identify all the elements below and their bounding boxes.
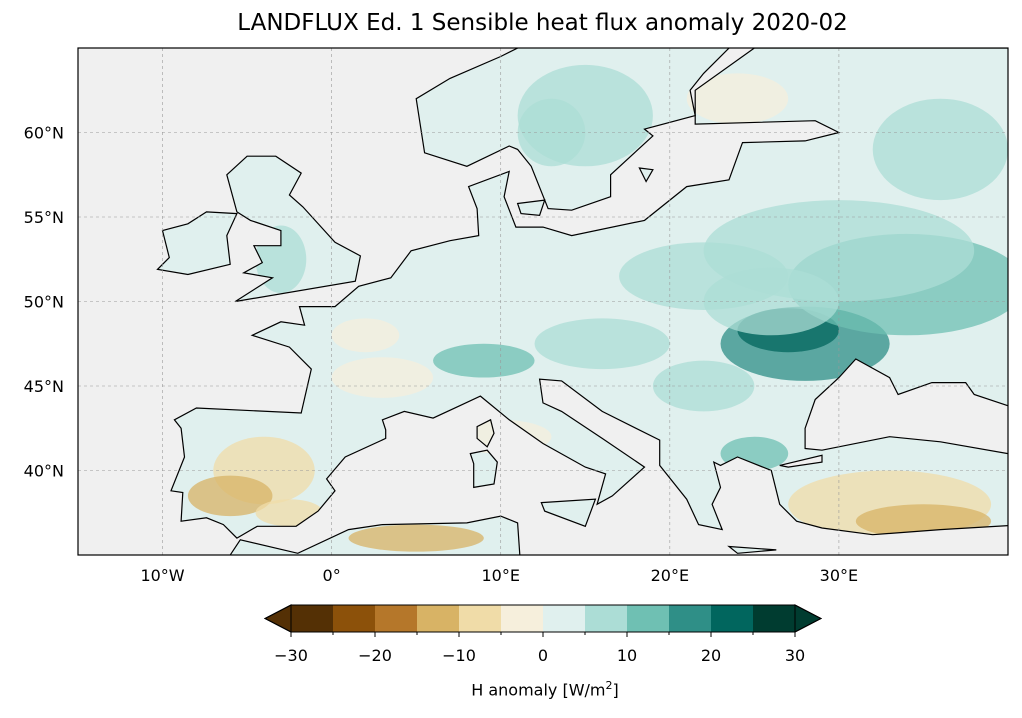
map-layer [78,48,1008,555]
colorbar-tick-label: 10 [617,646,637,665]
colorbar-segment [669,605,712,632]
colorbar-tick-label: 0 [538,646,548,665]
colorbar-label: H anomaly [W/m2] [260,679,830,699]
coastline-scandinavia [415,48,730,211]
colorbar-segment [333,605,376,632]
colorbar-tick-label: −20 [358,646,392,665]
coastline-zealand [516,199,546,216]
anomaly-patch [331,357,434,398]
colorbar-tick-label: −30 [274,646,308,665]
colorbar-tick-label: −10 [442,646,476,665]
colorbar-segment [459,605,502,632]
coastline-mainland [170,48,1008,539]
anomaly-patch [331,318,400,353]
chart-title: LANDFLUX Ed. 1 Sensible heat flux anomal… [237,10,848,36]
lat-tick-label: 60°N [24,124,64,143]
lon-tick-label: 10°W [140,566,184,585]
colorbar-segment [711,605,754,632]
anomaly-patch [348,524,484,552]
coastline-aegean-marmara [779,454,823,468]
coastline-sardinia [469,449,498,489]
coastline-sicily [540,498,597,528]
land-gotland [639,168,653,182]
colorbar-tick-label: 30 [785,646,805,665]
anomaly-patch [703,267,839,336]
colorbar-segment [501,605,544,632]
coastline-crete [727,545,777,554]
colorbar-segment [627,605,670,632]
anomaly-patch [872,98,1008,201]
colorbar-segment [417,605,460,632]
lat-tick-label: 45°N [24,377,64,396]
anomaly-patch [686,73,789,125]
lon-tick-label: 10°E [481,566,519,585]
colorbar-label-sup: 2 [605,679,613,692]
anomaly-patch [187,475,273,517]
coastline-britain [226,155,362,303]
colorbar-segment [543,605,586,632]
coastline-africa [229,515,521,555]
anomaly-patch [517,98,586,167]
colorbar-label-suffix: ] [612,680,619,700]
colorbar-extend-low [263,604,292,633]
colorbar-label-text: H anomaly [W/m [471,680,606,700]
anomaly-patch [433,343,535,378]
land-sicily [541,499,596,527]
colorbar-segment [753,605,796,632]
coastline-corsica [476,418,495,448]
colorbar-segment [585,605,628,632]
colorbar-tick-label: 20 [701,646,721,665]
coastline-black-sea [804,358,1008,455]
lon-tick-label: 20°E [651,566,689,585]
colorbar-segment [375,605,418,632]
lon-tick-label: 0° [323,566,341,585]
land-ireland [157,211,237,275]
lat-tick-label: 55°N [24,208,64,227]
coastline-gotland [638,167,654,183]
colorbar-extend-high [794,604,823,633]
lat-tick-label: 50°N [24,293,64,312]
lon-tick-label: 30°E [820,566,858,585]
land-mainland [171,48,1008,539]
land-zealand [517,200,545,216]
colorbar-segment [291,605,334,632]
land-crete [729,546,777,554]
map-frame [77,47,1009,556]
land-sardinia [470,450,498,488]
anomaly-patch [534,318,670,370]
lat-tick-label: 40°N [24,462,64,481]
coastline-ireland [156,211,238,276]
